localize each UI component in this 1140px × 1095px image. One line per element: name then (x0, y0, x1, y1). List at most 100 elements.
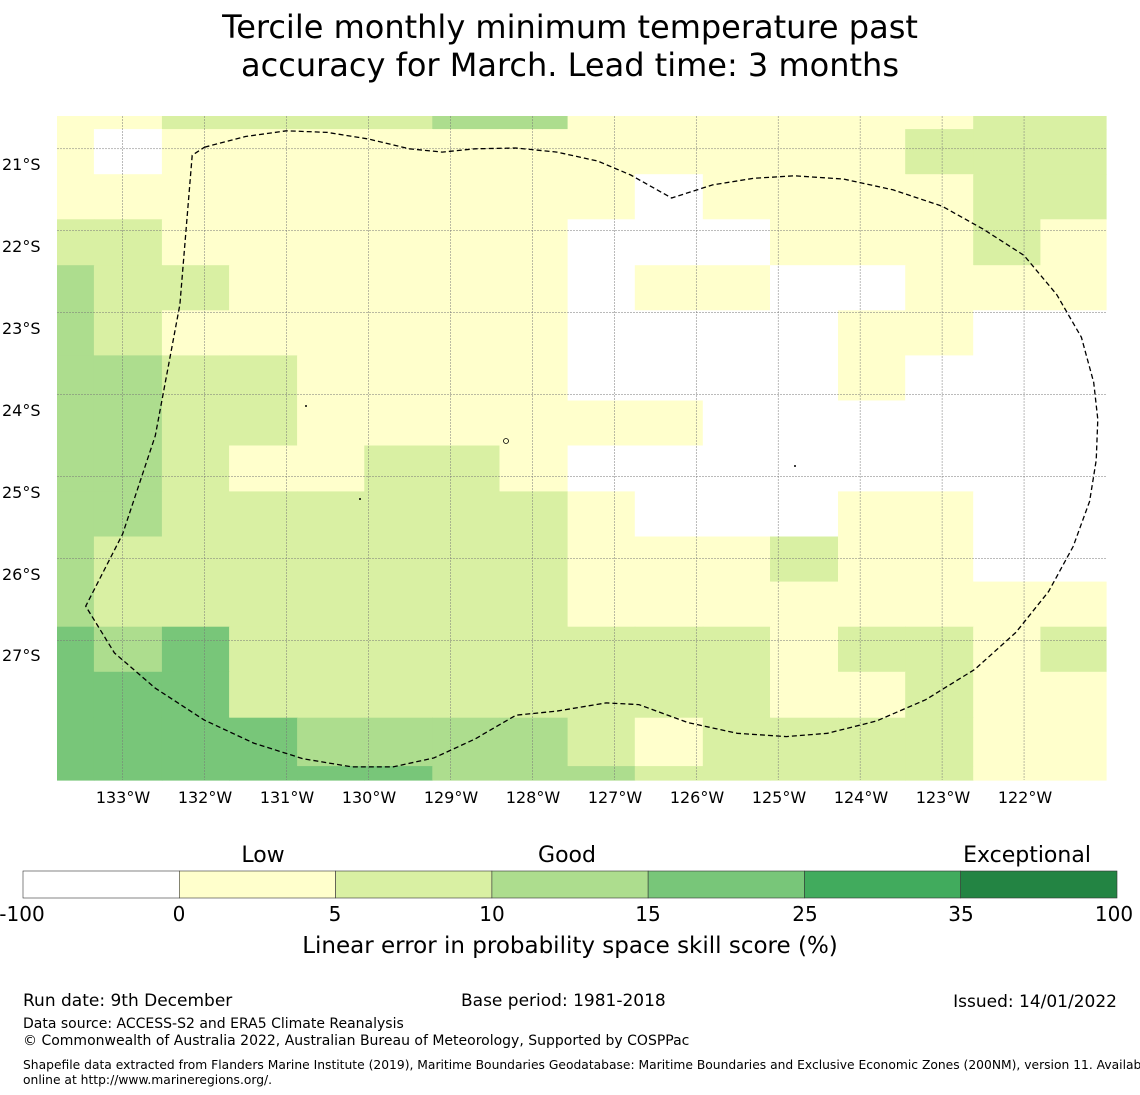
grid-cell (770, 491, 839, 538)
grid-cell (634, 717, 704, 767)
grid-cell (499, 129, 569, 175)
grid-cell (432, 445, 501, 492)
grid-cell (499, 626, 569, 673)
graticule (57, 116, 1106, 780)
grid-cell (161, 626, 230, 673)
grid-cell (634, 310, 704, 356)
grid-cell (634, 671, 704, 719)
lon-label: 131°W (259, 788, 315, 807)
grid-cell (229, 265, 298, 311)
grid-cell (905, 626, 974, 673)
grid-cell (838, 265, 906, 311)
grid-cell (702, 766, 771, 781)
grid-cell (973, 445, 1041, 492)
grid-cell (567, 717, 636, 767)
grid-cell (905, 445, 974, 492)
grid-cell (770, 671, 839, 719)
grid-cell (770, 717, 839, 767)
grid-cell (57, 400, 95, 447)
grid-cell (297, 116, 365, 130)
grid-cell (634, 400, 704, 447)
grid-cell (567, 129, 636, 175)
grid-cell (499, 219, 569, 266)
grid-cell (634, 581, 704, 628)
grid-cell (161, 536, 230, 583)
grid-cell (364, 766, 433, 781)
grid-cell (1040, 310, 1107, 356)
grid-cell (499, 717, 569, 767)
grid-cell (838, 116, 906, 130)
grid-cell (161, 400, 230, 447)
colorbar-tick: 25 (792, 902, 818, 926)
grid-cell (838, 626, 906, 673)
grid-cell (364, 174, 433, 220)
grid-cell (1040, 766, 1107, 781)
grid-cell (634, 265, 704, 311)
grid-cell (905, 129, 974, 175)
grid-cell (229, 116, 298, 130)
grid-cell (905, 717, 974, 767)
grid-cell (229, 355, 298, 402)
colorbar-tick: 15 (635, 902, 661, 926)
colorbar-segment (22, 870, 180, 899)
grid-cell (93, 581, 163, 628)
grid-cell (297, 219, 365, 266)
islands (305, 405, 796, 500)
grid-cell (702, 717, 771, 767)
grid-cell (973, 174, 1041, 220)
grid-cell (297, 626, 365, 673)
grid-cell (567, 445, 636, 492)
grid-cell (57, 491, 95, 538)
grid-cell (905, 355, 974, 402)
grid-cell (93, 491, 163, 538)
grid-cell (499, 671, 569, 719)
grid-cell (161, 129, 230, 175)
title-line-2: accuracy for March. Lead time: 3 months (241, 46, 899, 84)
grid-cell (93, 400, 163, 447)
category-low: Low (241, 843, 285, 868)
grid-cell (297, 355, 365, 402)
grid-cell (567, 491, 636, 538)
grid-cell (432, 717, 501, 767)
grid-cell (229, 445, 298, 492)
lat-label: 27°S (2, 646, 41, 665)
grid-cell (364, 265, 433, 311)
grid-cell (634, 626, 704, 673)
data-source: Data source: ACCESS-S2 and ERA5 Climate … (23, 1016, 404, 1032)
grid-cell (93, 116, 163, 130)
grid-cell (838, 310, 906, 356)
grid-cell (905, 219, 974, 266)
grid-cell (567, 626, 636, 673)
grid-cell (93, 717, 163, 767)
grid-cell (229, 174, 298, 220)
grid-cell (57, 581, 95, 628)
grid-cell (161, 581, 230, 628)
grid-cell (364, 129, 433, 175)
grid-cell (770, 116, 839, 130)
grid-cell (634, 355, 704, 402)
lat-label: 26°S (2, 565, 41, 584)
grid-cell (973, 671, 1041, 719)
grid-cell (93, 671, 163, 719)
colorbar-segment (804, 870, 962, 899)
grid-cell (905, 581, 974, 628)
grid-cell (499, 491, 569, 538)
grid-cell (364, 626, 433, 673)
grid-cell (567, 116, 636, 130)
grid-cell (499, 174, 569, 220)
grid-cell (432, 671, 501, 719)
grid-cell (297, 491, 365, 538)
grid-cell (770, 581, 839, 628)
grid-cell (93, 445, 163, 492)
colorbar-tick: 35 (948, 902, 974, 926)
grid-cell (838, 400, 906, 447)
grid-cell (973, 400, 1041, 447)
grid-cell (93, 219, 163, 266)
grid-cell (567, 310, 636, 356)
grid-cell (432, 536, 501, 583)
colorbar-segment (960, 870, 1118, 899)
grid-cell (432, 491, 501, 538)
grid-cell (161, 310, 230, 356)
grid-cell (297, 766, 365, 781)
grid-cell (432, 116, 501, 130)
